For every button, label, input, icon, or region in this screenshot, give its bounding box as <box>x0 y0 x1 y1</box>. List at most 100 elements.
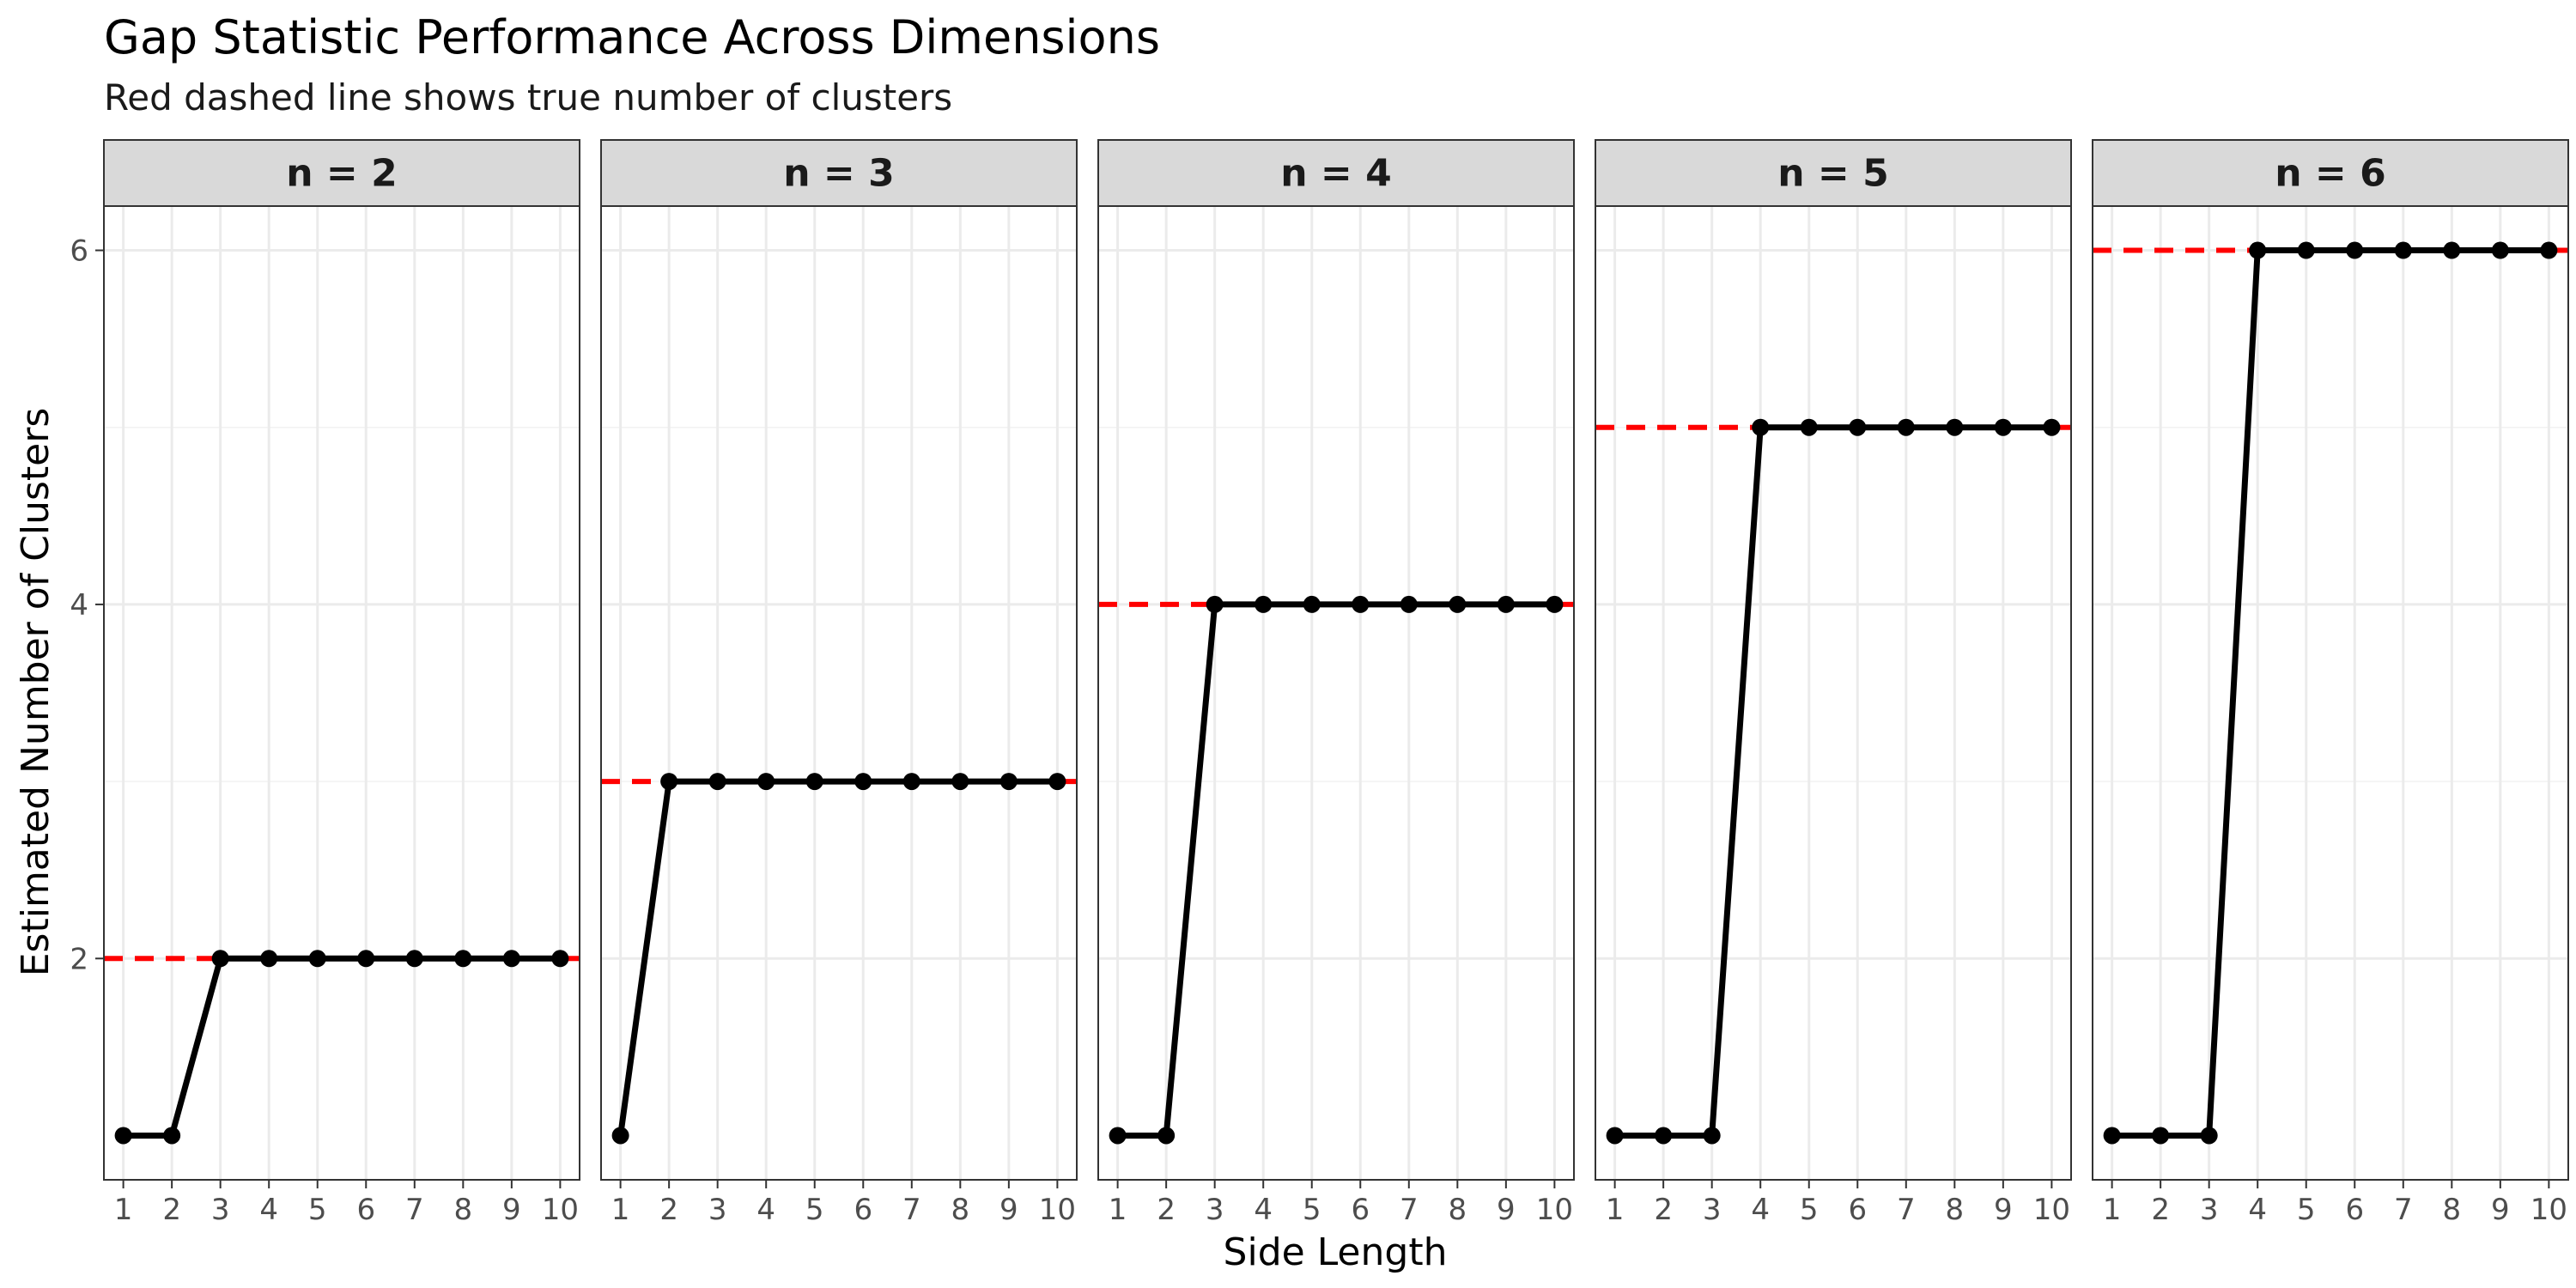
data-point <box>260 950 278 968</box>
x-tick-label: 7 <box>1400 1193 1419 1227</box>
x-tick-label: 7 <box>902 1193 921 1227</box>
data-point <box>2346 241 2364 259</box>
data-point <box>1655 1127 1673 1145</box>
y-axis-title: Estimated Number of Clusters <box>14 408 58 977</box>
data-point <box>2043 418 2061 436</box>
x-tick-label: 8 <box>1449 1193 1467 1227</box>
panel-background <box>1098 206 1574 1180</box>
facet-strip <box>103 139 580 207</box>
panel-background <box>2093 206 2568 1180</box>
data-point <box>1255 595 1273 613</box>
data-point <box>2103 1127 2121 1145</box>
x-tick-label: 9 <box>2491 1193 2510 1227</box>
data-point <box>2443 241 2461 259</box>
data-point <box>708 773 726 791</box>
x-tick-label: 4 <box>2248 1193 2267 1227</box>
x-tick-label: 6 <box>1351 1193 1370 1227</box>
y-tick-label: 4 <box>70 588 88 623</box>
data-point <box>2540 241 2558 259</box>
x-tick-label: 4 <box>259 1193 278 1227</box>
data-point <box>357 950 375 968</box>
data-point <box>2394 241 2412 259</box>
facet-panel: n = 6 1 2 3 4 5 6 7 8 9 10 <box>2092 139 2569 1227</box>
panel-background <box>104 206 580 1180</box>
data-point <box>2200 1127 2218 1145</box>
data-point <box>1946 418 1964 436</box>
data-point <box>1752 418 1770 436</box>
data-point <box>2152 1127 2170 1145</box>
x-tick-label: 9 <box>1994 1193 2013 1227</box>
data-point <box>502 950 520 968</box>
x-tick-label: 10 <box>1039 1193 1076 1227</box>
x-tick-label: 1 <box>1606 1193 1625 1227</box>
x-tick-label: 6 <box>2345 1193 2364 1227</box>
x-axis-title: Side Length <box>1224 1230 1448 1274</box>
data-point <box>1449 595 1467 613</box>
data-point <box>1352 595 1370 613</box>
x-tick-label: 5 <box>2297 1193 2316 1227</box>
data-point <box>114 1127 132 1145</box>
x-tick-label: 10 <box>1536 1193 1573 1227</box>
data-point <box>1800 418 1818 436</box>
x-tick-label: 4 <box>1254 1193 1273 1227</box>
series-line <box>1117 601 1555 1139</box>
x-tick-label: 3 <box>2200 1193 2219 1227</box>
facet-strip <box>1097 139 1575 207</box>
x-tick-label: 10 <box>542 1193 579 1227</box>
x-tick-label: 7 <box>2394 1193 2413 1227</box>
data-point <box>1546 595 1564 613</box>
facet-panel: n = 2 1 2 3 4 5 6 7 8 9 10 <box>103 139 580 1227</box>
y-tick-label: 6 <box>70 234 88 269</box>
x-tick-label: 1 <box>2103 1193 2122 1227</box>
x-tick-label: 2 <box>162 1193 181 1227</box>
panel-background <box>1595 206 2071 1180</box>
x-tick-label: 7 <box>405 1193 424 1227</box>
data-point <box>757 773 775 791</box>
x-tick-label: 3 <box>211 1193 230 1227</box>
data-point <box>454 950 472 968</box>
data-point <box>1897 418 1915 436</box>
x-tick-label: 8 <box>454 1193 473 1227</box>
x-tick-label: 9 <box>502 1193 521 1227</box>
x-tick-label: 1 <box>114 1193 133 1227</box>
x-tick-label: 8 <box>951 1193 970 1227</box>
panel-background <box>601 206 1077 1180</box>
facet-panel: n = 4 1 2 3 4 5 6 7 8 9 10 <box>1097 139 1575 1227</box>
facet-strip <box>2092 139 2569 207</box>
facet-strip-label: n = 2 <box>286 152 397 196</box>
data-point <box>805 773 823 791</box>
data-point <box>1206 595 1224 613</box>
data-point <box>1606 1127 1624 1145</box>
x-tick-label: 2 <box>2151 1193 2170 1227</box>
data-point <box>551 950 569 968</box>
data-point <box>1497 595 1515 613</box>
facet-strip-label: n = 5 <box>1777 152 1888 196</box>
series-line <box>2111 247 2549 1139</box>
data-point <box>2297 241 2315 259</box>
data-point <box>1703 1127 1721 1145</box>
data-point <box>308 950 326 968</box>
x-tick-label: 9 <box>1497 1193 1516 1227</box>
facet-strip-label: n = 6 <box>2275 152 2385 196</box>
facet-strip-label: n = 3 <box>783 152 894 196</box>
facet-strip <box>600 139 1078 207</box>
data-point <box>1109 1127 1127 1145</box>
data-point <box>1157 1127 1176 1145</box>
data-point <box>999 773 1018 791</box>
x-tick-label: 4 <box>1751 1193 1770 1227</box>
chart-title: Gap Statistic Performance Across Dimensi… <box>104 10 1160 64</box>
x-tick-label: 3 <box>708 1193 727 1227</box>
x-tick-label: 2 <box>1157 1193 1176 1227</box>
series-line <box>617 778 1058 1136</box>
x-tick-label: 4 <box>756 1193 775 1227</box>
x-tick-label: 3 <box>1703 1193 1722 1227</box>
x-tick-label: 10 <box>2530 1193 2567 1227</box>
series-line <box>123 955 561 1139</box>
facet-strip <box>1595 139 2072 207</box>
data-point <box>660 773 678 791</box>
data-point <box>1048 773 1066 791</box>
x-tick-label: 5 <box>805 1193 824 1227</box>
x-tick-label: 5 <box>308 1193 327 1227</box>
data-point <box>405 950 423 968</box>
